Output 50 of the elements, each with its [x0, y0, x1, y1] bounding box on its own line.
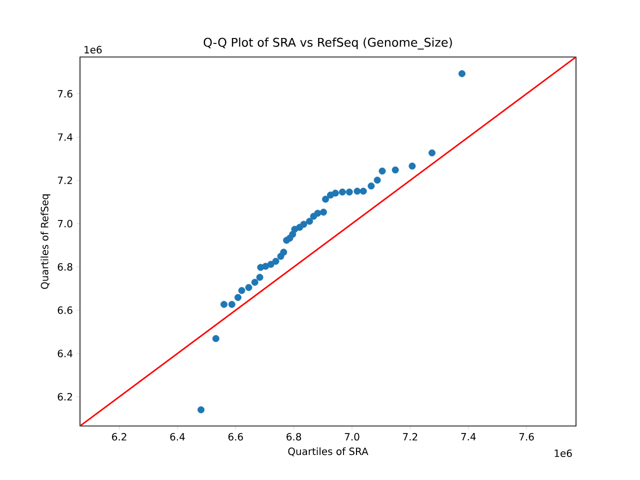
x-axis-title: Quartiles of SRA: [288, 447, 368, 456]
y-tick-label: 6.6: [58, 306, 72, 314]
point: [378, 168, 386, 175]
point: [280, 248, 288, 256]
point: [256, 274, 264, 281]
point: [320, 208, 327, 216]
y-axis-title: Quartiles of RefSeq: [40, 194, 50, 289]
point: [360, 188, 367, 195]
y-tick-label: 7.6: [58, 90, 72, 98]
text: 1e6: [554, 450, 572, 458]
point: [220, 300, 228, 308]
x-tick-label: 6.6: [228, 433, 243, 441]
x-tick-label: 6.8: [286, 433, 302, 441]
point: [272, 258, 280, 265]
point: [306, 218, 314, 225]
point: [392, 166, 399, 174]
point: [251, 278, 258, 286]
text: 1e6: [84, 46, 102, 54]
point: [354, 188, 361, 195]
point: [458, 70, 466, 78]
point: [238, 287, 246, 294]
point: [332, 190, 339, 197]
point: [212, 335, 220, 342]
point: [322, 196, 330, 203]
y-tick-label: 6.2: [58, 393, 72, 401]
point: [300, 220, 308, 228]
point: [346, 188, 353, 196]
point: [338, 188, 346, 196]
point: [198, 406, 205, 414]
point: [314, 210, 322, 217]
y-tick-label: 6.4: [58, 350, 72, 358]
y-tick-label: 6.8: [58, 263, 72, 271]
x-tick-label: 7.6: [519, 433, 534, 441]
point: [368, 182, 375, 190]
x-tick-label: 6.4: [170, 433, 185, 441]
x-tick-label: 7.2: [403, 433, 418, 440]
x-tick-label: 7.4: [461, 433, 476, 440]
point: [428, 149, 436, 156]
y-tick-label: 7.4: [58, 133, 72, 141]
y-tick-label: 7.2: [58, 176, 72, 184]
point: [267, 260, 274, 268]
point: [228, 300, 236, 308]
point: [374, 176, 381, 184]
point: [245, 284, 252, 291]
point: [234, 294, 242, 301]
x-tick-label: 7.0: [344, 433, 360, 441]
point: [408, 162, 416, 170]
x-tick-label: 6.2: [112, 433, 126, 441]
y-tick-label: 7.0: [58, 220, 72, 228]
chart-title: Q-Q Plot of SRA vs RefSeq (Genome_Size): [204, 38, 452, 50]
